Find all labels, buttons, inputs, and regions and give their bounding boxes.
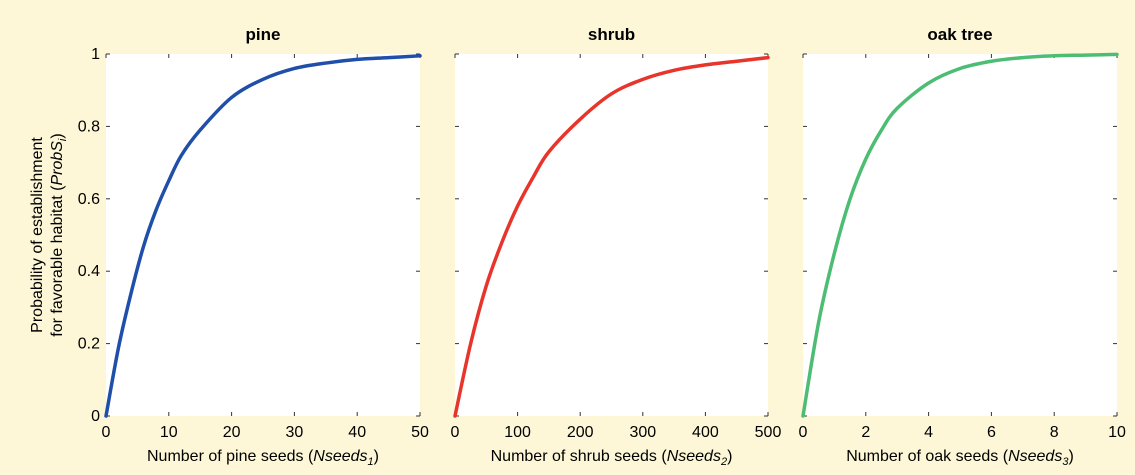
- y-axis-label-sub: i: [57, 138, 69, 141]
- x-tick-label: 50: [411, 424, 429, 441]
- x-axis-label: Number of oak seeds (Nseeds3): [846, 448, 1074, 468]
- x-axis-label-italic: Nseeds: [1008, 448, 1062, 465]
- y-axis-label-suffix: ): [49, 133, 66, 138]
- x-axis-label-sub: 3: [1062, 456, 1069, 468]
- y-tick-label: 0.8: [78, 118, 100, 135]
- y-axis-label-italic: ProbS: [49, 141, 66, 186]
- x-axis-label-italic: Nseeds: [667, 448, 721, 465]
- x-tick-label: 4: [924, 424, 933, 441]
- panel-title: pine: [246, 25, 281, 44]
- x-axis-label-suffix: ): [1068, 448, 1073, 465]
- y-axis-label-line2: for favorable habitat (ProbSi): [49, 133, 69, 336]
- plot-area: [106, 54, 420, 416]
- x-axis-label-prefix: Number of shrub seeds (: [491, 448, 668, 465]
- x-tick-label: 6: [987, 424, 996, 441]
- x-tick-label: 300: [629, 424, 656, 441]
- series-line-0: [801, 52, 1119, 418]
- x-axis-label-prefix: Number of pine seeds (: [147, 448, 314, 465]
- x-tick-label: 2: [861, 424, 870, 441]
- x-tick-label: 20: [223, 424, 241, 441]
- y-tick-label: 1: [91, 46, 100, 63]
- x-axis-label: Number of pine seeds (Nseeds1): [147, 448, 379, 468]
- panel-title: shrub: [588, 25, 635, 44]
- panel-1: shrub 0 100 200 300 400 500 Number of shrub see…: [451, 25, 782, 468]
- x-tick-label: 0: [799, 424, 808, 441]
- panel-title: oak tree: [927, 25, 992, 44]
- x-axis-label-suffix: ): [374, 448, 379, 465]
- x-tick-label: 400: [692, 424, 719, 441]
- x-tick-label: 200: [567, 424, 594, 441]
- series-line-0: [104, 54, 422, 418]
- x-tick-label: 10: [160, 424, 178, 441]
- x-axis-label-prefix: Number of oak seeds (: [846, 448, 1009, 465]
- x-tick-label: 500: [755, 424, 782, 441]
- x-tick-label: 40: [348, 424, 366, 441]
- x-tick-label: 10: [1108, 424, 1126, 441]
- plot-area: [455, 54, 768, 416]
- x-tick-label: 0: [102, 424, 111, 441]
- plot-area: [803, 54, 1117, 416]
- x-tick-label: 100: [504, 424, 531, 441]
- x-axis-label-italic: Nseeds: [313, 448, 367, 465]
- x-axis-label-suffix: ): [727, 448, 732, 465]
- y-axis-label: Probability of establishment: [29, 137, 46, 333]
- series-line-0: [453, 55, 770, 418]
- x-tick-label: 0: [451, 424, 460, 441]
- y-tick-label: 0.4: [78, 263, 100, 280]
- y-axis-label-line1: Probability of establishment: [29, 137, 46, 333]
- x-axis-label-sub: 1: [368, 456, 374, 468]
- x-tick-label: 8: [1050, 424, 1059, 441]
- x-axis-label: Number of shrub seeds (Nseeds2): [491, 448, 733, 468]
- y-tick-label: 0.2: [78, 336, 100, 353]
- y-tick-label: 0: [91, 408, 100, 425]
- y-axis-label-prefix: for favorable habitat (: [49, 185, 66, 337]
- x-axis-label-sub: 2: [720, 456, 727, 468]
- panel-2: oak tree 0 2 4 6 8 10 Number of oak seeds (Nsee…: [799, 25, 1126, 468]
- y-tick-label: 0.6: [78, 191, 100, 208]
- x-tick-label: 30: [286, 424, 304, 441]
